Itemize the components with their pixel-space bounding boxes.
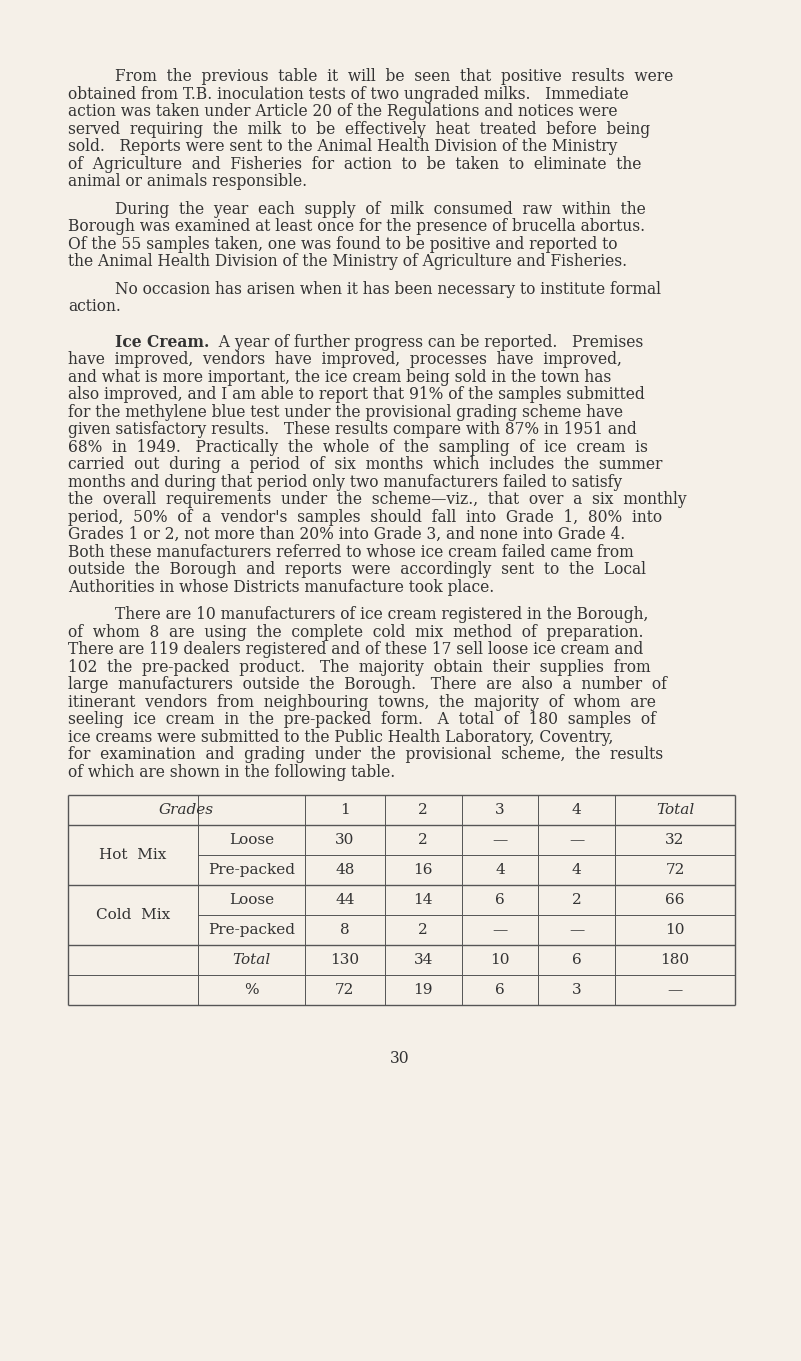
Text: 34: 34: [413, 953, 433, 968]
Text: Loose: Loose: [229, 893, 274, 906]
Text: No occasion has arisen when it has been necessary to institute formal: No occasion has arisen when it has been …: [115, 280, 661, 298]
Text: Total: Total: [656, 803, 694, 817]
Text: 14: 14: [413, 893, 433, 906]
Text: 2: 2: [418, 833, 428, 847]
Text: During  the  year  each  supply  of  milk  consumed  raw  within  the: During the year each supply of milk cons…: [115, 200, 646, 218]
Text: Both these manufacturers referred to whose ice cream failed came from: Both these manufacturers referred to who…: [68, 543, 634, 561]
Text: Grades 1 or 2, not more than 20% into Grade 3, and none into Grade 4.: Grades 1 or 2, not more than 20% into Gr…: [68, 525, 626, 543]
Text: —: —: [569, 923, 584, 936]
Text: 4: 4: [495, 863, 505, 876]
Text: 30: 30: [390, 1049, 410, 1067]
Text: 19: 19: [413, 983, 433, 998]
Text: of which are shown in the following table.: of which are shown in the following tabl…: [68, 764, 395, 780]
Text: 8: 8: [340, 923, 349, 936]
Text: 10: 10: [665, 923, 685, 936]
Text: of  Agriculture  and  Fisheries  for  action  to  be  taken  to  eliminate  the: of Agriculture and Fisheries for action …: [68, 155, 642, 173]
Text: A year of further progress can be reported.   Premises: A year of further progress can be report…: [209, 333, 644, 351]
Text: 16: 16: [413, 863, 433, 876]
Text: —: —: [493, 833, 508, 847]
Text: 2: 2: [418, 923, 428, 936]
Text: months and during that period only two manufacturers failed to satisfy: months and during that period only two m…: [68, 474, 622, 490]
Text: 6: 6: [572, 953, 582, 968]
Text: From  the  previous  table  it  will  be  seen  that  positive  results  were: From the previous table it will be seen …: [115, 68, 674, 84]
Text: 10: 10: [490, 953, 509, 968]
Text: —: —: [569, 833, 584, 847]
Text: obtained from T.B. inoculation tests of two ungraded milks.   Immediate: obtained from T.B. inoculation tests of …: [68, 86, 629, 102]
Text: of  whom  8  are  using  the  complete  cold  mix  method  of  preparation.: of whom 8 are using the complete cold mi…: [68, 623, 643, 641]
Text: itinerant  vendors  from  neighbouring  towns,  the  majority  of  whom  are: itinerant vendors from neighbouring town…: [68, 694, 656, 710]
Text: 2: 2: [418, 803, 428, 817]
Text: 4: 4: [572, 863, 582, 876]
Text: 44: 44: [335, 893, 355, 906]
Text: 3: 3: [572, 983, 582, 998]
Text: 2: 2: [572, 893, 582, 906]
Text: 130: 130: [330, 953, 360, 968]
Text: and what is more important, the ice cream being sold in the town has: and what is more important, the ice crea…: [68, 369, 611, 385]
Text: served  requiring  the  milk  to  be  effectively  heat  treated  before  being: served requiring the milk to be effectiv…: [68, 121, 650, 137]
Text: have  improved,  vendors  have  improved,  processes  have  improved,: have improved, vendors have improved, pr…: [68, 351, 622, 367]
Text: 6: 6: [495, 983, 505, 998]
Text: Grades: Grades: [159, 803, 214, 817]
Text: 72: 72: [666, 863, 685, 876]
Text: 3: 3: [495, 803, 505, 817]
Text: Of the 55 samples taken, one was found to be positive and reported to: Of the 55 samples taken, one was found t…: [68, 235, 618, 253]
Text: period,  50%  of  a  vendor's  samples  should  fall  into  Grade  1,  80%  into: period, 50% of a vendor's samples should…: [68, 509, 662, 525]
Text: given satisfactory results.   These results compare with 87% in 1951 and: given satisfactory results. These result…: [68, 421, 637, 438]
Text: Borough was examined at least once for the presence of brucella abortus.: Borough was examined at least once for t…: [68, 218, 645, 235]
Text: 48: 48: [335, 863, 355, 876]
Text: the Animal Health Division of the Ministry of Agriculture and Fisheries.: the Animal Health Division of the Minist…: [68, 253, 627, 269]
Text: 66: 66: [665, 893, 685, 906]
Text: 68%  in  1949.   Practically  the  whole  of  the  sampling  of  ice  cream  is: 68% in 1949. Practically the whole of th…: [68, 438, 648, 456]
Text: 32: 32: [666, 833, 685, 847]
Text: There are 119 dealers registered and of these 17 sell loose ice cream and: There are 119 dealers registered and of …: [68, 641, 643, 657]
Text: Cold  Mix: Cold Mix: [96, 908, 170, 921]
Text: Authorities in whose Districts manufacture took place.: Authorities in whose Districts manufactu…: [68, 578, 494, 596]
Text: —: —: [493, 923, 508, 936]
Text: —: —: [667, 983, 682, 998]
Text: Loose: Loose: [229, 833, 274, 847]
Text: for  examination  and  grading  under  the  provisional  scheme,  the  results: for examination and grading under the pr…: [68, 746, 663, 764]
Text: 180: 180: [660, 953, 690, 968]
Text: Ice Cream.: Ice Cream.: [115, 333, 209, 351]
Text: Hot  Mix: Hot Mix: [99, 848, 167, 862]
Text: Pre-packed: Pre-packed: [208, 863, 295, 876]
Text: animal or animals responsible.: animal or animals responsible.: [68, 173, 307, 191]
Text: There are 10 manufacturers of ice cream registered in the Borough,: There are 10 manufacturers of ice cream …: [115, 606, 648, 623]
Text: ice creams were submitted to the Public Health Laboratory, Coventry,: ice creams were submitted to the Public …: [68, 728, 614, 746]
Text: 72: 72: [335, 983, 355, 998]
Text: 6: 6: [495, 893, 505, 906]
Text: carried  out  during  a  period  of  six  months  which  includes  the  summer: carried out during a period of six month…: [68, 456, 662, 474]
Text: sold.   Reports were sent to the Animal Health Division of the Ministry: sold. Reports were sent to the Animal He…: [68, 137, 618, 155]
Text: action.: action.: [68, 298, 121, 314]
Text: the  overall  requirements  under  the  scheme—viz.,  that  over  a  six  monthl: the overall requirements under the schem…: [68, 491, 686, 508]
Text: 30: 30: [335, 833, 355, 847]
Text: for the methylene blue test under the provisional grading scheme have: for the methylene blue test under the pr…: [68, 403, 623, 421]
Text: Pre-packed: Pre-packed: [208, 923, 295, 936]
Text: seeling  ice  cream  in  the  pre-packed  form.   A  total  of  180  samples  of: seeling ice cream in the pre-packed form…: [68, 710, 656, 728]
Text: large  manufacturers  outside  the  Borough.   There  are  also  a  number  of: large manufacturers outside the Borough.…: [68, 676, 667, 693]
Text: also improved, and I am able to report that 91% of the samples submitted: also improved, and I am able to report t…: [68, 387, 645, 403]
Text: action was taken under Article 20 of the Regulations and notices were: action was taken under Article 20 of the…: [68, 103, 618, 120]
Text: outside  the  Borough  and  reports  were  accordingly  sent  to  the  Local: outside the Borough and reports were acc…: [68, 561, 646, 578]
Text: 102  the  pre-packed  product.   The  majority  obtain  their  supplies  from: 102 the pre-packed product. The majority…: [68, 659, 650, 675]
Text: 4: 4: [572, 803, 582, 817]
Text: %: %: [244, 983, 259, 998]
Text: Total: Total: [232, 953, 271, 968]
Text: 1: 1: [340, 803, 350, 817]
